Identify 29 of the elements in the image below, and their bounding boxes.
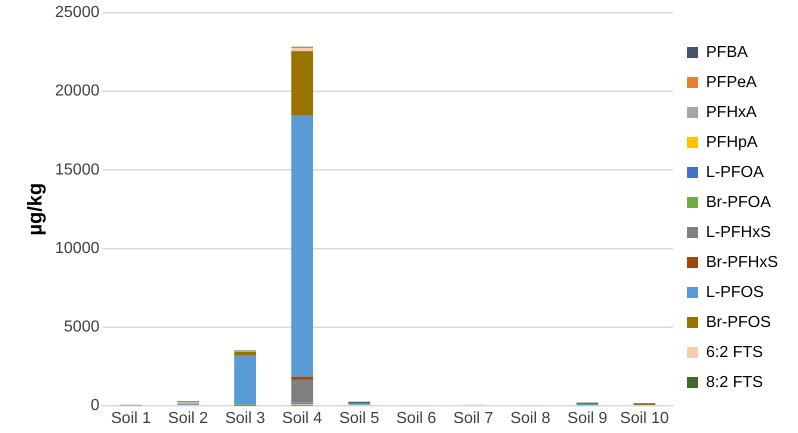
y-tick-label: 25000 — [54, 4, 100, 22]
y-tick-label: 5000 — [64, 318, 100, 336]
x-tick-label: Soil 10 — [620, 410, 670, 427]
legend-label: L-PFOS — [706, 284, 764, 301]
legend-label: PFHpA — [706, 134, 758, 151]
legend-label: L-PFOA — [706, 164, 764, 181]
x-tick-label: Soil 2 — [168, 410, 208, 427]
y-tick-label: 10000 — [54, 240, 100, 257]
x-tick-label: Soil 5 — [339, 410, 380, 427]
legend-label: Br-PFHxS — [706, 254, 778, 271]
legend-label: Br-PFOA — [706, 194, 772, 211]
x-tick-label: Soil 1 — [111, 410, 152, 427]
legend-label: 6:2 FTS — [706, 344, 763, 361]
y-tick-label: 0 — [90, 397, 100, 414]
legend-label: Br-PFOS — [706, 314, 771, 331]
y-axis-title: µg/kg — [24, 182, 47, 236]
y-tick-label: 20000 — [54, 82, 100, 100]
x-tick-label: Soil 9 — [567, 410, 608, 427]
x-tick-label: Soil 8 — [510, 410, 550, 427]
x-tick-label: Soil 7 — [453, 410, 494, 427]
legend-label: PFHxA — [706, 104, 757, 121]
legend-label: 8:2 FTS — [706, 374, 763, 391]
legend-label: PFBA — [706, 44, 748, 61]
x-tick-label: Soil 3 — [225, 410, 266, 427]
x-tick-label: Soil 6 — [396, 410, 436, 427]
legend-label: L-PFHxS — [706, 224, 771, 241]
y-tick-label: 15000 — [54, 161, 100, 178]
x-tick-label: Soil 4 — [282, 410, 322, 427]
legend-label: PFPeA — [706, 74, 758, 91]
